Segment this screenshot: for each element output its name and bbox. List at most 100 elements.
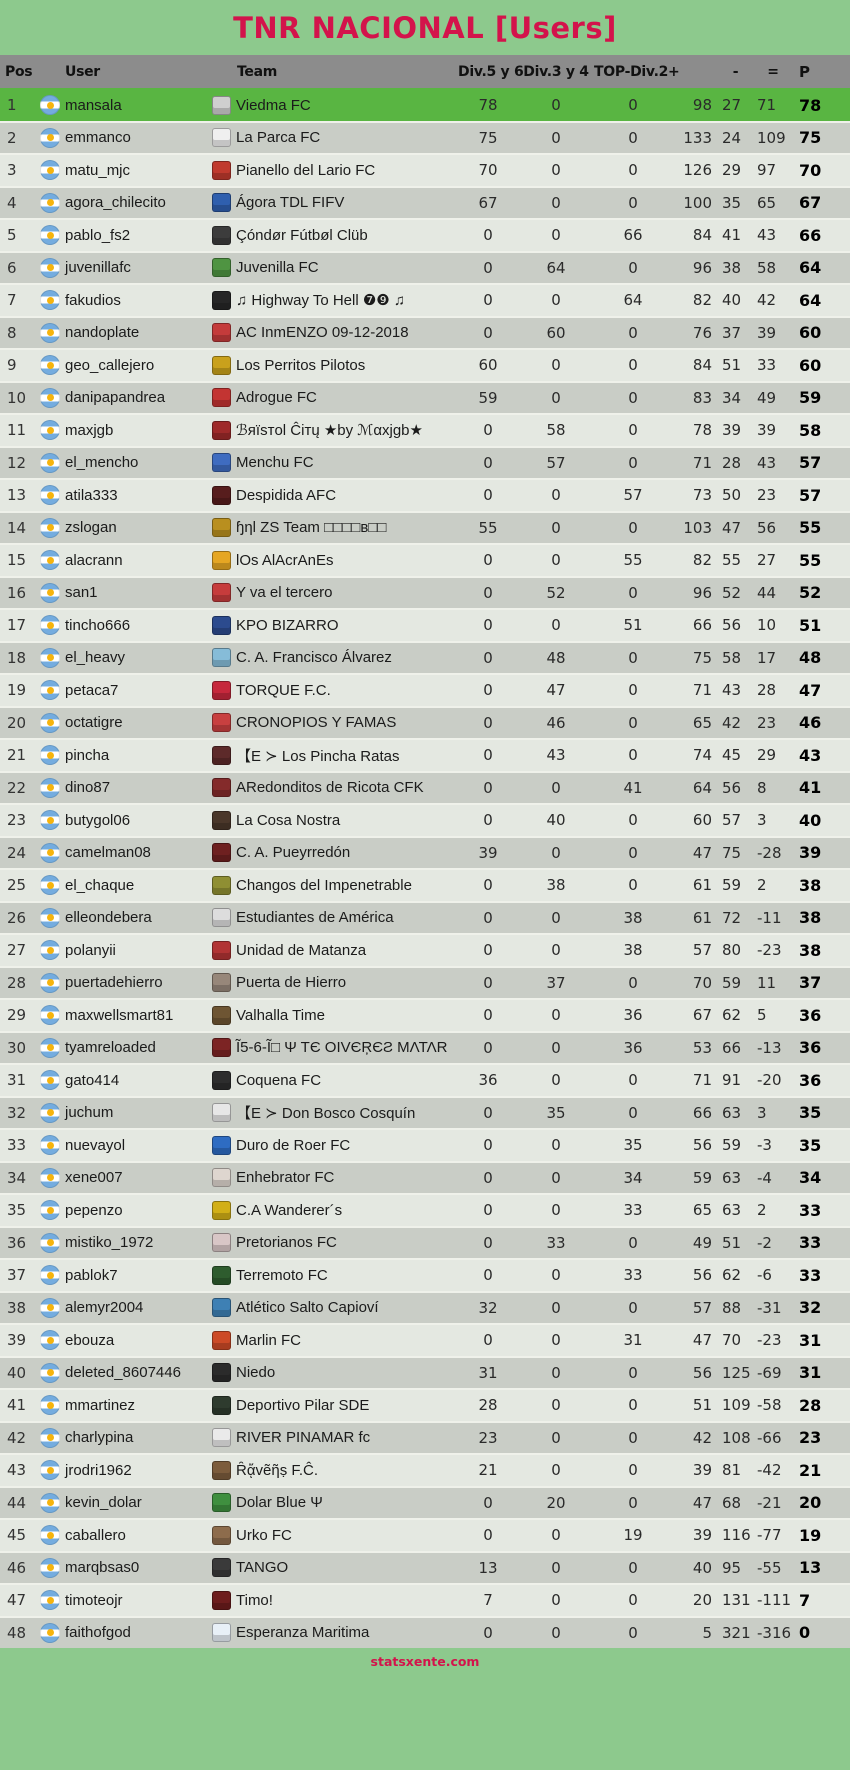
div34-value: 0 (518, 1518, 594, 1551)
team-name: Y va el tercero (236, 584, 333, 602)
page-title: TNR NACIONAL [Users] (233, 10, 617, 45)
top2-value: 35 (594, 1128, 672, 1161)
position-value: 45 (0, 1518, 38, 1551)
goals-for-value: 100 (672, 185, 718, 218)
argentina-flag-icon (40, 192, 60, 213)
flag-sun-icon (46, 589, 54, 597)
goals-for-value: 5 (672, 1615, 718, 1648)
position-value: 38 (0, 1290, 38, 1323)
position-value: 35 (0, 1193, 38, 1226)
div34-value: 0 (518, 1160, 594, 1193)
goal-diff-value: 65 (753, 185, 793, 218)
team-name: Menchu FC (236, 454, 314, 472)
team-cell: Ágora TDL FIFV (210, 185, 458, 218)
goal-diff-value: 5 (753, 998, 793, 1031)
team-name: RIVER PINAMAR fc (236, 1429, 371, 1447)
user-cell: elleondebera (38, 900, 210, 933)
goals-against-value: 75 (718, 835, 753, 868)
username: tincho666 (65, 616, 131, 634)
div34-value: 0 (518, 88, 594, 121)
position-value: 13 (0, 478, 38, 511)
table-row: 6 juvenillafc Juvenilla FC 0 64 0 96 38 … (0, 250, 850, 283)
flag-sun-icon (46, 1141, 54, 1149)
col-header-user: User (38, 55, 210, 88)
col-header-pos: Pos (0, 55, 38, 88)
points-value: 32 (793, 1290, 850, 1323)
team-badge-icon (212, 388, 231, 408)
goals-for-value: 59 (672, 1160, 718, 1193)
user-cell: geo_callejero (38, 348, 210, 381)
goals-against-value: 40 (718, 283, 753, 316)
div34-value: 0 (518, 1420, 594, 1453)
goals-against-value: 51 (718, 348, 753, 381)
flag-sun-icon (46, 881, 54, 889)
flag-sun-icon (46, 1109, 54, 1117)
position-value: 8 (0, 315, 38, 348)
argentina-flag-icon (40, 1427, 60, 1448)
top2-value: 0 (594, 1453, 672, 1486)
team-cell: Deportivo Pilar SDE (210, 1388, 458, 1421)
goal-diff-value: -58 (753, 1388, 793, 1421)
user-cell: butygol06 (38, 803, 210, 836)
argentina-flag-icon (40, 972, 60, 993)
user-cell: mansala (38, 88, 210, 121)
flag-sun-icon (46, 361, 54, 369)
flag-sun-icon (46, 1531, 54, 1539)
flag-sun-icon (46, 1044, 54, 1052)
team-cell: Coquena FC (210, 1063, 458, 1096)
col-header-equals: = (753, 55, 793, 88)
user-cell: puertadehierro (38, 965, 210, 998)
div34-value: 0 (518, 1550, 594, 1583)
goals-against-value: 34 (718, 380, 753, 413)
username: elleondebera (65, 909, 152, 927)
div34-value: 0 (518, 1030, 594, 1063)
goals-for-value: 40 (672, 1550, 718, 1583)
username: geo_callejero (65, 356, 155, 374)
team-cell: Dolar Blue Ψ (210, 1485, 458, 1518)
goal-diff-value: 23 (753, 705, 793, 738)
team-badge-icon (212, 1363, 231, 1383)
username: timoteojr (65, 1591, 123, 1609)
team-badge-icon (212, 1590, 231, 1610)
top2-value: 0 (594, 1615, 672, 1648)
table-row: 35 pepenzo C.A Wanderer´s 0 0 33 65 63 2… (0, 1193, 850, 1226)
position-value: 16 (0, 575, 38, 608)
user-cell: octatigre (38, 705, 210, 738)
col-header-div56: Div.5 y 6 (458, 55, 524, 88)
div34-value: 0 (518, 1258, 594, 1291)
goals-for-value: 98 (672, 88, 718, 121)
title-bar: TNR NACIONAL [Users] (0, 0, 850, 55)
position-value: 12 (0, 445, 38, 478)
team-badge-icon (212, 518, 231, 538)
top2-value: 38 (594, 933, 672, 966)
points-value: 19 (793, 1518, 850, 1551)
username: pepenzo (65, 1201, 123, 1219)
goal-diff-value: 43 (753, 218, 793, 251)
table-row: 29 maxwellsmart81 Valhalla Time 0 0 36 6… (0, 998, 850, 1031)
team-badge-icon (212, 1265, 231, 1285)
team-badge-icon (212, 453, 231, 473)
div56-value: 0 (458, 1160, 518, 1193)
flag-sun-icon (46, 1466, 54, 1474)
team-badge-icon (212, 355, 231, 375)
team-cell: La Parca FC (210, 120, 458, 153)
div34-value: 0 (518, 608, 594, 641)
goals-against-value: 56 (718, 770, 753, 803)
points-value: 64 (793, 283, 850, 316)
top2-value: 0 (594, 705, 672, 738)
goal-diff-value: -28 (753, 835, 793, 868)
goals-for-value: 61 (672, 868, 718, 901)
statsxente-link[interactable]: statsxente.com (370, 1653, 480, 1669)
div34-value: 60 (518, 315, 594, 348)
position-value: 33 (0, 1128, 38, 1161)
div56-value: 0 (458, 1485, 518, 1518)
table-row: 43 jrodri1962 Ȓᾄvẽῆṣ F.Ĉ. 21 0 0 39 81 -… (0, 1453, 850, 1486)
team-name: TANGO (236, 1559, 289, 1577)
table-row: 3 matu_mjc Pianello del Lario FC 70 0 0 … (0, 153, 850, 186)
team-cell: C. A. Francisco Álvarez (210, 640, 458, 673)
div34-value: 0 (518, 770, 594, 803)
position-value: 44 (0, 1485, 38, 1518)
table-row: 19 petaca7 TORQUE F.C. 0 47 0 71 43 28 4… (0, 673, 850, 706)
div34-value: 0 (518, 1290, 594, 1323)
goals-for-value: 49 (672, 1225, 718, 1258)
